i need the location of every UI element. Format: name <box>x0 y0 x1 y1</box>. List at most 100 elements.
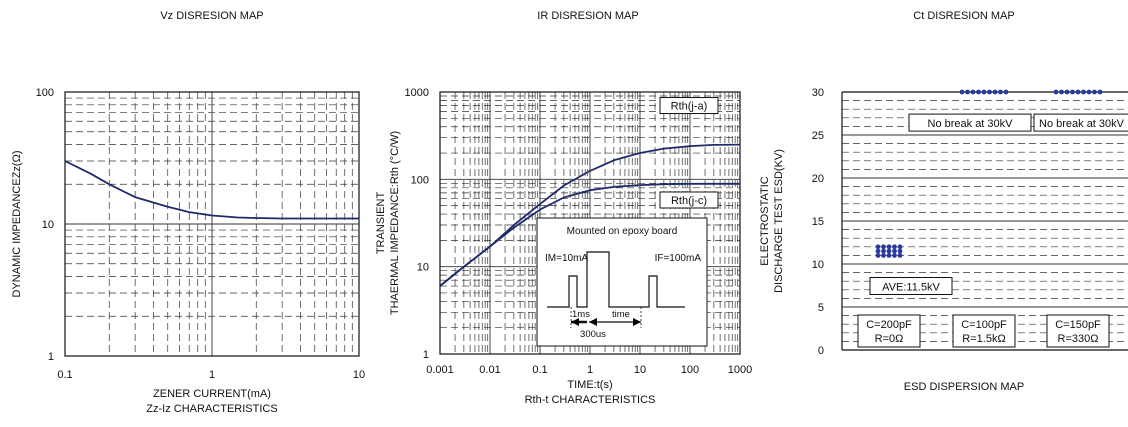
data-point <box>998 89 1003 95</box>
x-tick-label: 1 <box>209 369 215 381</box>
category-label-r: R=1.5kΩ <box>962 333 1005 345</box>
annotation-no-break: No break at 30kV <box>928 118 1014 130</box>
x-tick-label: 0.001 <box>426 364 454 376</box>
y-axis-label: DYNAMIC IMPEDANCEZz(Ω) <box>11 151 23 298</box>
x-axis-label: ZENER CURRENT(mA) <box>153 388 271 400</box>
inset-title: Mounted on epoxy board <box>567 226 678 237</box>
data-point <box>1070 89 1075 95</box>
category-label-c: C=150pF <box>1055 319 1101 331</box>
data-point <box>897 244 903 250</box>
x-axis-label: TIME:t(s) <box>567 379 612 391</box>
y-tick-label: 1 <box>423 349 429 361</box>
data-point <box>965 89 970 95</box>
category-label-r: R=0Ω <box>875 333 904 345</box>
data-point <box>875 248 881 254</box>
inset-time-label: time <box>612 309 630 320</box>
y-tick-label: 5 <box>818 302 824 314</box>
inset-pulse-wave <box>547 251 685 308</box>
y-axis-label-line2: DISCHARGE TEST ESD(KV) <box>773 149 785 293</box>
y-tick-label: 100 <box>411 174 429 186</box>
inset-arrowhead <box>633 318 641 326</box>
series-label-box <box>659 191 719 209</box>
series-label: Rth(j-c) <box>671 195 707 207</box>
data-point <box>892 244 897 250</box>
data-point <box>976 89 981 95</box>
y-axis-label-line1: TRANSIENT <box>375 192 387 255</box>
y-axis-label-line1: ELECTROSTATIC <box>759 176 771 265</box>
series-label-box <box>659 97 719 115</box>
data-point <box>881 253 886 258</box>
annotation-ave: AVE:11.5kV <box>882 282 940 294</box>
data-point <box>981 89 987 95</box>
data-point <box>881 248 886 254</box>
data-point <box>1064 89 1070 95</box>
zz-curve <box>64 160 359 220</box>
y-axis-label-line2: THAERMAL IMPEDANCE:Rth (°C/W) <box>389 131 401 315</box>
chart-caption: Zz-Iz CHARACTERISTICS <box>146 403 277 415</box>
data-point <box>1092 89 1097 95</box>
plot-frame <box>64 91 360 357</box>
series-label: Rth(j-a) <box>671 101 708 113</box>
y-tick-label: 0 <box>818 345 824 357</box>
inset-300us-label: 300us <box>580 329 606 340</box>
x-tick-label: 10 <box>634 364 646 376</box>
data-point <box>886 244 892 250</box>
chart-caption: ESD DISPERSION MAP <box>904 381 1024 393</box>
ir-title: IR DISRESION MAP <box>537 10 638 22</box>
inset-im-label: IM=10mA <box>545 253 588 264</box>
data-point <box>897 248 903 254</box>
inset-box <box>536 217 708 347</box>
category-box <box>857 314 921 348</box>
data-point <box>987 89 992 95</box>
category-label-c: C=100pF <box>961 319 1007 331</box>
inset-if-label: IF=100mA <box>655 253 702 264</box>
category-label-c: C=200pF <box>866 319 912 331</box>
data-point <box>886 248 892 254</box>
y-tick-label: 30 <box>812 87 824 99</box>
annotation-no-break: No break at 30kV <box>1039 118 1125 130</box>
x-tick-label: 10 <box>353 369 365 381</box>
data-point <box>1086 89 1092 95</box>
data-point <box>1097 89 1103 95</box>
data-point <box>1059 89 1064 95</box>
data-point <box>881 244 886 250</box>
y-tick-label: 10 <box>812 259 824 271</box>
x-tick-label: 1 <box>587 364 593 376</box>
x-tick-label: 0.1 <box>57 369 72 381</box>
y-tick-label: 1000 <box>405 87 429 99</box>
y-tick-label: 15 <box>812 216 824 228</box>
rth-t-chart: 0.001 0.01 0.1 1 10 100 1000 1 10 100 1000 Rth(j-a)… <box>375 87 752 406</box>
data-point <box>959 89 965 95</box>
ct-title: Ct DISRESION MAP <box>913 10 1014 22</box>
rth-curve-j-c <box>439 182 740 287</box>
x-tick-label: 0.1 <box>532 364 547 376</box>
chart-caption: Rth-t CHARACTERISTICS <box>525 394 656 406</box>
category-label-r: R=330Ω <box>1058 333 1099 345</box>
data-point <box>875 244 881 250</box>
annotation-box <box>908 113 1032 132</box>
y-tick-label: 20 <box>812 173 824 185</box>
data-point <box>897 253 903 258</box>
data-point <box>1053 89 1059 95</box>
annotation-box <box>869 277 953 295</box>
esd-dispersion-chart: 0 5 10 15 20 25 30 C=200pF R=0Ω C=100pF R=1.5kΩ C=1… <box>759 87 1128 393</box>
inset-1ms-label: 1ms <box>572 309 590 320</box>
category-box <box>952 314 1016 348</box>
vz-title: Vz DISRESION MAP <box>160 10 263 22</box>
data-point <box>892 253 897 258</box>
y-tick-label: 10 <box>42 219 54 231</box>
data-point <box>970 89 976 95</box>
data-point <box>1003 89 1009 95</box>
data-point <box>1075 89 1081 95</box>
y-tick-label: 10 <box>417 262 429 274</box>
x-tick-label: 1000 <box>728 364 752 376</box>
data-point <box>1081 89 1086 95</box>
plot-frame <box>439 91 741 355</box>
inset-arrowhead <box>571 318 579 326</box>
data-point <box>992 89 998 95</box>
x-tick-label: 100 <box>681 364 699 376</box>
inset-arrowhead <box>589 318 597 326</box>
annotation-box <box>1033 113 1128 132</box>
category-box <box>1046 314 1110 348</box>
